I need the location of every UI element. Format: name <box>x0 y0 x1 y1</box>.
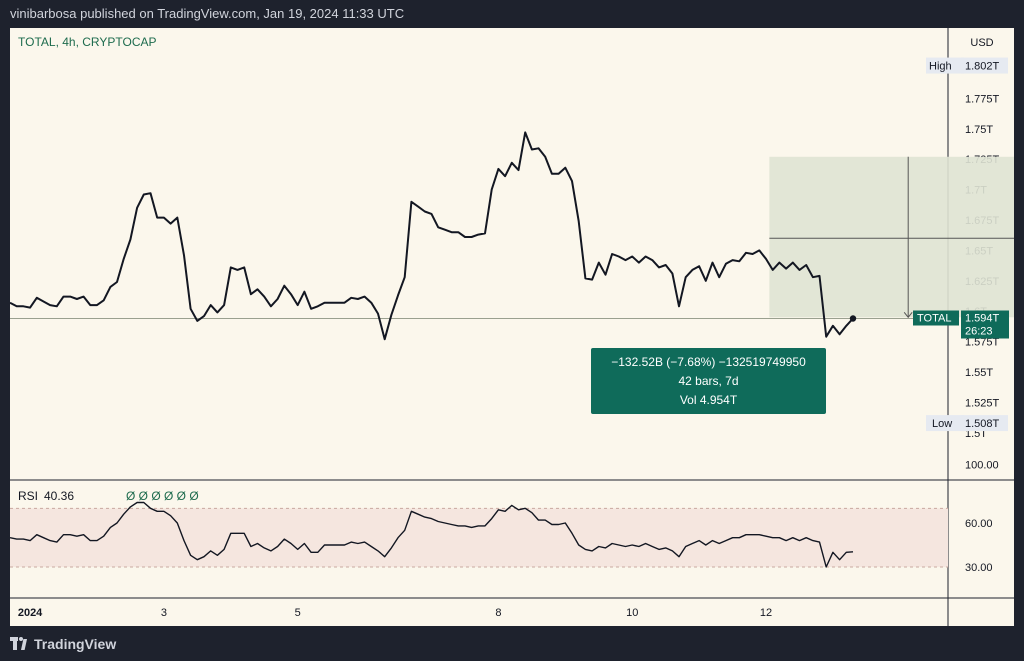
price-tick-label: 1.775T <box>965 93 1000 105</box>
tradingview-logo-text: TradingView <box>34 636 117 652</box>
price-tick-label: 1.525T <box>965 397 1000 409</box>
price-series-line <box>9 131 854 341</box>
time-tick-label: 5 <box>295 607 301 619</box>
tradingview-logo[interactable]: TradingView <box>10 636 116 652</box>
rsi-signal-markers: Ø Ø Ø Ø Ø Ø <box>126 489 199 503</box>
time-tick-label: 8 <box>495 607 501 619</box>
price-tick-label: 1.575T <box>965 337 1000 349</box>
measure-arrow-down-icon <box>903 311 913 319</box>
high-label-box <box>926 57 964 74</box>
footer-bar: TradingView <box>0 628 1024 661</box>
publisher-text: vinibarbosa published on TradingView.com… <box>10 6 405 21</box>
chart-area[interactable]: USD1.8T1.775T1.75T1.725T1.7T1.675T1.65T1… <box>9 28 1024 626</box>
current-symbol-box <box>913 310 959 326</box>
currency-label: USD <box>970 37 993 49</box>
current-price-value: 1.594T <box>965 312 1000 324</box>
rsi-tick-label: 60.00 <box>965 518 993 530</box>
rsi-title: RSI <box>18 489 38 503</box>
low-label-box <box>926 415 964 432</box>
chart-svg[interactable]: USD1.8T1.775T1.75T1.725T1.7T1.675T1.65T1… <box>9 28 1024 626</box>
publisher-bar: vinibarbosa published on TradingView.com… <box>0 0 1024 28</box>
rsi-tick-label: 100.00 <box>965 459 999 471</box>
high-label: High <box>929 61 952 73</box>
current-price-box <box>961 310 1009 339</box>
rsi-value: 40.36 <box>44 489 74 503</box>
rsi-tick-label: 30.00 <box>965 562 993 574</box>
low-value: 1.508T <box>965 418 1000 430</box>
measure-range-box <box>769 156 1024 318</box>
low-value-box <box>961 415 1008 432</box>
last-price-dot <box>849 315 857 322</box>
tradingview-logo-icon <box>10 637 28 651</box>
time-tick-label: 3 <box>161 607 167 619</box>
price-tick-label: 1.75T <box>965 124 993 136</box>
rsi-series-line <box>9 501 854 568</box>
measure-bars-text: 42 bars, 7d <box>678 374 738 388</box>
measure-volume-text: Vol 4.954T <box>680 393 738 407</box>
time-tick-label: 10 <box>626 607 638 619</box>
low-label: Low <box>932 418 952 430</box>
high-value-box <box>961 57 1008 74</box>
measure-tooltip-box <box>591 348 826 414</box>
chart-title: TOTAL, 4h, CRYPTOCAP <box>18 35 157 49</box>
bar-countdown-timer: 26:23 <box>965 325 993 337</box>
measure-range-text: −132.52B (−7.68%) −132519749950 <box>611 355 806 369</box>
high-value: 1.802T <box>965 61 1000 73</box>
time-tick-label: 2024 <box>18 607 43 619</box>
current-symbol-label: TOTAL <box>917 312 951 324</box>
time-tick-label: 12 <box>760 607 772 619</box>
price-tick-label: 1.55T <box>965 367 993 379</box>
